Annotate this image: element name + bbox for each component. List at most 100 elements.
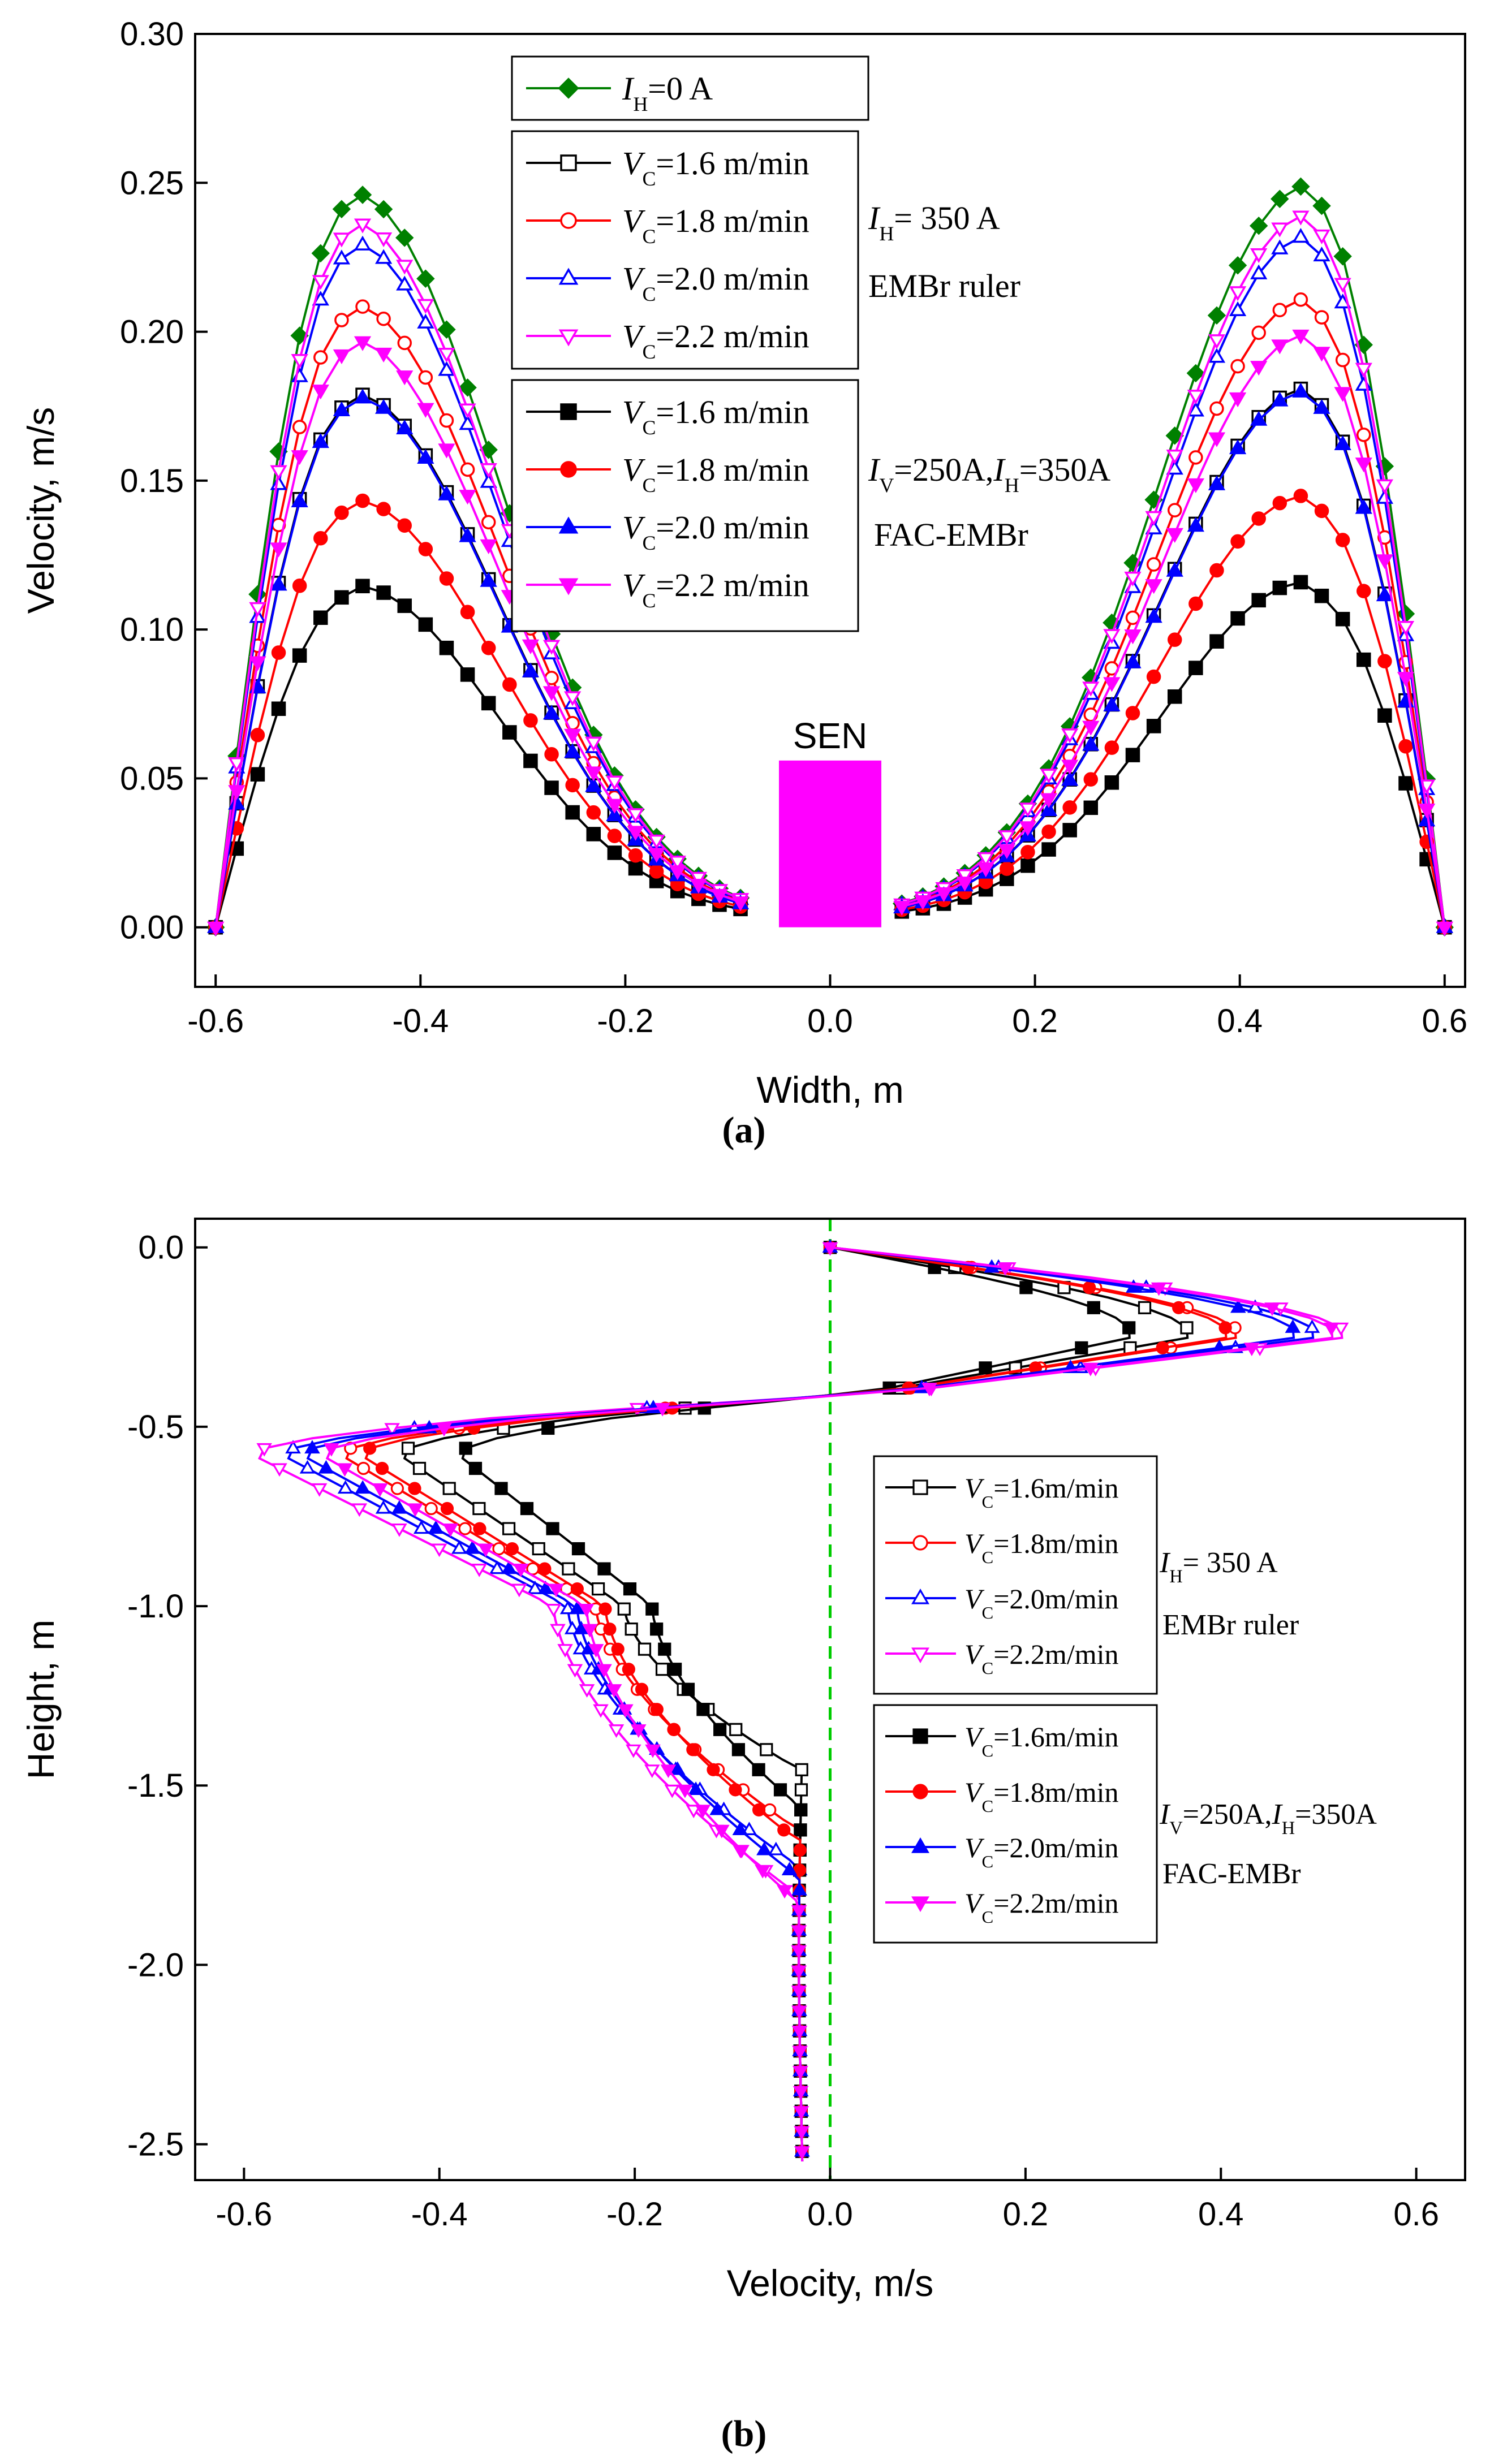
data-point bbox=[1209, 634, 1224, 649]
data-point bbox=[607, 845, 622, 860]
data-point bbox=[522, 639, 540, 654]
data-point bbox=[655, 1663, 669, 1676]
data-point bbox=[606, 1684, 622, 1698]
data-point bbox=[564, 728, 582, 744]
data-point bbox=[459, 1442, 472, 1455]
data-point bbox=[1271, 391, 1289, 407]
data-point bbox=[623, 1582, 637, 1596]
legend-group-label: IH= 350 A bbox=[1159, 1547, 1278, 1586]
data-point bbox=[291, 354, 308, 369]
data-point bbox=[1313, 247, 1330, 262]
data-point bbox=[1313, 399, 1330, 414]
data-point bbox=[1271, 189, 1289, 209]
data-point bbox=[777, 1885, 793, 1899]
data-point bbox=[1377, 708, 1392, 723]
data-point bbox=[567, 1664, 583, 1678]
data-point bbox=[608, 1724, 625, 1738]
data-point bbox=[334, 505, 349, 520]
legend-entry: VC=2.0m/min bbox=[964, 1583, 1119, 1622]
data-point bbox=[1145, 511, 1162, 526]
data-point bbox=[311, 244, 330, 263]
data-point bbox=[658, 1642, 671, 1656]
x-tick-label-b: 0.0 bbox=[807, 2196, 853, 2233]
data-point bbox=[977, 862, 994, 878]
data-point bbox=[791, 1965, 807, 1979]
data-point bbox=[545, 1604, 562, 1617]
data-point bbox=[1208, 432, 1226, 447]
data-point bbox=[1166, 528, 1183, 543]
data-point bbox=[1271, 239, 1289, 254]
data-point bbox=[1104, 740, 1119, 755]
data-point bbox=[793, 2106, 809, 2120]
data-point bbox=[391, 1500, 407, 1514]
y-tick-label-b: -2.5 bbox=[127, 2126, 184, 2163]
data-point bbox=[471, 1564, 488, 1577]
data-point bbox=[1075, 1341, 1088, 1354]
data-point bbox=[709, 1801, 725, 1815]
data-point bbox=[1251, 325, 1266, 340]
data-point bbox=[313, 350, 328, 365]
data-point bbox=[645, 1744, 661, 1758]
data-point bbox=[956, 869, 974, 884]
data-point bbox=[669, 1663, 682, 1676]
data-point bbox=[773, 1783, 787, 1797]
data-point bbox=[502, 725, 517, 740]
data-point bbox=[548, 1583, 564, 1598]
data-point bbox=[413, 1520, 429, 1534]
legend-group-label: IV=250A,IH=350A bbox=[868, 451, 1110, 497]
legend-marker bbox=[911, 1589, 929, 1604]
data-point bbox=[1040, 769, 1058, 784]
data-point bbox=[573, 1620, 589, 1634]
data-point bbox=[1151, 1282, 1167, 1296]
legend-marker bbox=[912, 1728, 928, 1744]
data-point bbox=[270, 465, 287, 480]
data-point bbox=[1083, 1281, 1096, 1294]
data-point bbox=[1291, 177, 1310, 196]
data-point bbox=[597, 1562, 611, 1576]
data-point bbox=[1083, 772, 1099, 787]
data-point bbox=[431, 1543, 447, 1557]
data-point bbox=[1355, 458, 1372, 473]
legend-entry: VC=1.8 m/min bbox=[622, 451, 809, 497]
data-point bbox=[690, 878, 707, 894]
data-point bbox=[681, 1682, 695, 1696]
data-point bbox=[1314, 588, 1329, 603]
data-point bbox=[710, 888, 729, 904]
data-point bbox=[1019, 821, 1037, 836]
data-point bbox=[1251, 511, 1266, 526]
data-point bbox=[550, 1624, 566, 1638]
series-b-6 bbox=[304, 1239, 1301, 2162]
data-point bbox=[1124, 629, 1142, 645]
x-tick-label-a: 0.6 bbox=[1422, 1003, 1467, 1039]
data-point bbox=[473, 1522, 486, 1535]
y-tick-label-b: -1.0 bbox=[127, 1588, 184, 1625]
data-point bbox=[542, 705, 561, 720]
y-axis-label-a: Velocity, m/s bbox=[20, 407, 62, 614]
data-point bbox=[1292, 382, 1310, 398]
legend-entry: VC=2.0m/min bbox=[964, 1832, 1119, 1871]
data-point bbox=[763, 1803, 777, 1816]
data-point bbox=[1104, 775, 1119, 790]
data-point bbox=[249, 656, 266, 671]
data-point bbox=[290, 326, 309, 345]
data-point bbox=[731, 1743, 746, 1757]
data-point bbox=[438, 485, 455, 500]
data-point bbox=[1187, 402, 1204, 417]
data-point bbox=[1188, 661, 1203, 675]
data-point bbox=[1304, 1319, 1320, 1333]
data-point bbox=[492, 1542, 506, 1556]
data-point bbox=[626, 1744, 641, 1758]
legend-a: IH=0 A VC=1.6 m/min VC=1.8 m/min VC=2.0 m/m… bbox=[511, 55, 1110, 632]
data-point bbox=[438, 361, 455, 376]
data-point bbox=[729, 1723, 743, 1736]
legend-marker bbox=[560, 403, 577, 420]
data-point bbox=[436, 1423, 452, 1437]
x-tick-label-b: -0.2 bbox=[606, 2196, 663, 2233]
data-point bbox=[1124, 571, 1142, 586]
x-axis-label-a: Width, m bbox=[756, 1069, 903, 1111]
data-point bbox=[794, 1823, 807, 1837]
data-point bbox=[376, 585, 391, 600]
data-point bbox=[292, 648, 307, 663]
data-point bbox=[333, 249, 351, 265]
data-point bbox=[686, 1805, 702, 1819]
